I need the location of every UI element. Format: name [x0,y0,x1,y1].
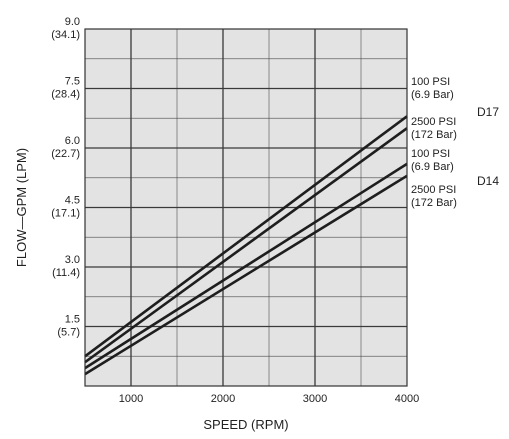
y-tick-sublabel: (5.7) [57,327,80,339]
plot-frame [84,28,408,387]
x-tick-label: 3000 [303,393,327,405]
x-tick-label: 2000 [211,393,235,405]
y-tick-label: 9.0 [65,16,80,28]
group-label: D14 [477,174,499,188]
series-label-pressure: 100 PSI [411,76,450,88]
series-label-pressure: 100 PSI [411,148,450,160]
series-line-1 [84,115,408,358]
group-labels: D17 D14 [477,105,499,188]
series-label-pressure: 2500 PSI [411,184,456,196]
series-labels: 100 PSI(6.9 Bar)2500 PSI(172 Bar)100 PSI… [411,76,457,209]
y-axis-title: FLOW—GPM (LPM) [14,148,29,267]
group-label: D17 [477,105,499,119]
y-tick-label: 1.5 [65,314,80,326]
y-tick-sublabel: (28.4) [51,89,80,101]
series-label-bar: (172 Bar) [411,197,457,209]
y-tick-sublabel: (34.1) [51,29,80,41]
x-axis-title: SPEED (RPM) [203,417,288,432]
series-line-3 [84,162,408,370]
y-tick-sublabel: (11.4) [52,267,80,279]
x-tick-labels: 1000 2000 3000 4000 [119,393,419,405]
y-tick-sublabel: (22.7) [51,148,80,160]
x-tick-label: 1000 [119,393,143,405]
series-line-4 [84,174,408,376]
y-tick-labels: 9.0(34.1)7.5(28.4)6.0(22.7)4.5(17.1)3.0(… [51,16,80,339]
y-tick-sublabel: (17.1) [51,208,80,220]
series-line-2 [84,127,408,364]
y-tick-label: 4.5 [65,195,80,207]
y-tick-label: 6.0 [65,135,80,147]
series-label-pressure: 2500 PSI [411,116,456,128]
y-tick-label: 3.0 [65,254,80,266]
series-lines [84,115,408,376]
x-tick-label: 4000 [395,393,419,405]
series-label-bar: (6.9 Bar) [411,161,454,173]
y-tick-label: 7.5 [65,76,80,88]
series-label-bar: (6.9 Bar) [411,89,454,101]
series-label-bar: (172 Bar) [411,129,457,141]
